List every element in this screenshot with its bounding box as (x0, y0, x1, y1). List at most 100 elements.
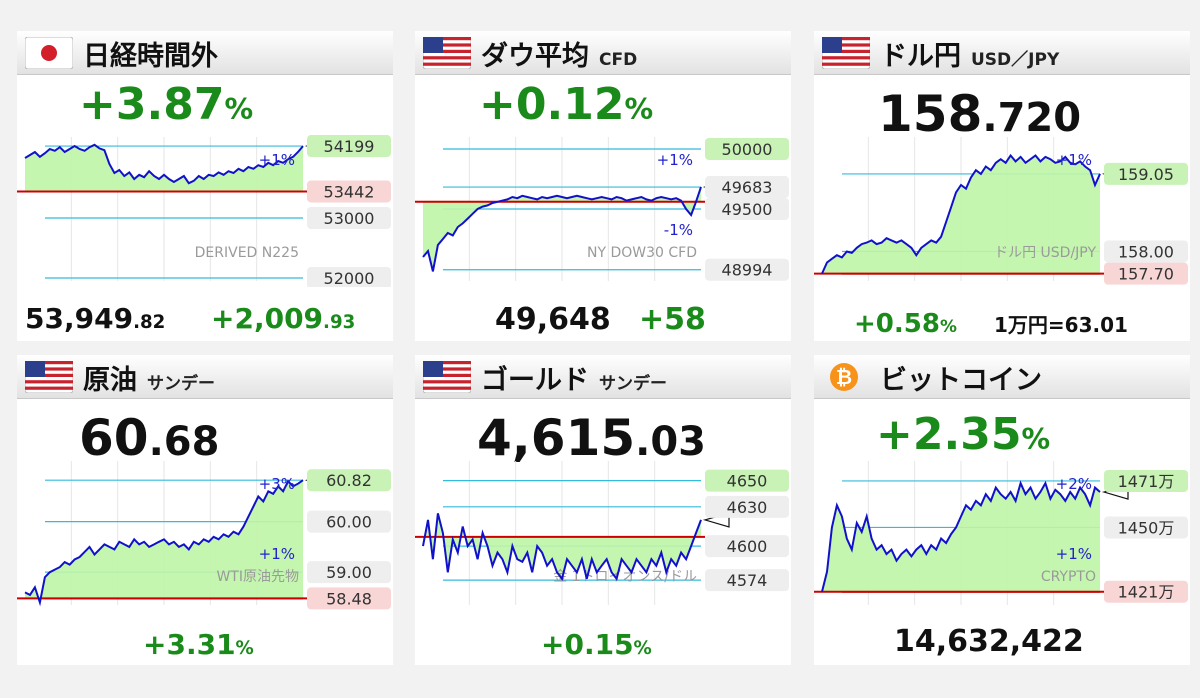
price-label-bg (307, 510, 391, 533)
price-label-bg (1104, 240, 1188, 263)
usa-flag-icon (423, 361, 471, 393)
percent-label: -1% (664, 221, 693, 239)
area-fill (822, 155, 1100, 274)
japan-flag-icon (25, 37, 73, 69)
percent-label: +1% (259, 151, 295, 169)
price-chart: WTI原油先物 60.82 60.00 59.00 58.48 +3% +1% (17, 461, 391, 610)
price-label: 53442 (324, 182, 375, 201)
percent-label: +3% (259, 475, 295, 493)
price-label: 4630 (727, 498, 768, 517)
price-line (821, 480, 1101, 592)
price-label-bg (705, 569, 789, 592)
price-label-bg (705, 469, 789, 492)
card-title: 原油 サンデー (83, 365, 215, 396)
price-chart: 金 1トロイオンス/ドル 4650 4630 4600 4574 (415, 461, 789, 605)
price-label: 4650 (727, 472, 768, 491)
price-label-bg (307, 267, 391, 287)
price-label: 52000 (324, 269, 375, 287)
price-label-bg (307, 135, 391, 158)
usa-flag-icon (423, 37, 471, 69)
price-label: 159.05 (1118, 165, 1174, 184)
percent-label: +1% (657, 151, 693, 169)
price-label: 49500 (722, 200, 773, 219)
price-line (422, 186, 702, 272)
card-nikkei[interactable]: 日経時間外 +3.87% DERIVED N225 54199 53442 53000… (17, 31, 393, 341)
percent-label: +1% (1056, 151, 1092, 169)
card-header: 原油 サンデー (17, 355, 393, 399)
usa-flag-icon (25, 361, 73, 393)
price-line (24, 143, 304, 185)
yen-conversion: 1万円=63.01 (994, 313, 1128, 337)
percent-label: +1% (259, 545, 295, 563)
price-label-bg (307, 469, 391, 492)
price-chart: NY DOW30 CFD 50000 49683 49500 48994 +1% -1% (415, 137, 789, 281)
price-label: 59.00 (326, 563, 372, 582)
price-label-bg (705, 258, 789, 281)
price-label-bg (307, 207, 391, 229)
change-amount: +58 (639, 302, 706, 337)
price-value: 53,949.82 (25, 302, 166, 335)
price-label: 1421万 (1118, 583, 1175, 602)
card-title: 日経時間外 (83, 41, 218, 72)
chart-watermark: CRYPTO (1041, 569, 1096, 585)
price-label: 48994 (722, 261, 773, 280)
main-change-value: +2.35% (876, 409, 1051, 460)
price-label: 157.70 (1118, 265, 1174, 284)
svg-text:₿: ₿ (836, 365, 852, 389)
bitcoin-icon: ₿ (830, 363, 858, 391)
change-percent: +0.58% (854, 309, 957, 339)
change-amount: +2,009.93 (211, 302, 356, 335)
chart-watermark: ドル円 USD/JPY (994, 245, 1096, 261)
price-label-bg (1104, 469, 1188, 492)
card-gold[interactable]: ゴールド サンデー 4,615.03 金 1トロイオンス/ドル 4650 4630 46… (415, 355, 791, 665)
price-label-bg (1104, 580, 1188, 603)
main-change-value: +3.87% (79, 79, 254, 130)
card-title: ダウ平均 CFD (481, 41, 638, 72)
area-fill (822, 483, 1100, 592)
card-dow[interactable]: ダウ平均 CFD +0.12% NY DOW30 CFD 50000 49683 495… (415, 31, 791, 341)
main-price-value: 4,615.03 (477, 409, 707, 467)
chart-watermark: NY DOW30 CFD (587, 245, 697, 261)
price-label-bg (1104, 262, 1188, 285)
card-bitcoin[interactable]: ₿ ビットコイン +2.35% CRYPTO 1471万 1450万 1421万 +2%… (814, 355, 1190, 665)
price-label: 1450万 (1118, 518, 1175, 537)
price-value: 49,648 (495, 302, 611, 337)
percent-label: +2% (1056, 475, 1092, 493)
price-line (821, 153, 1101, 275)
price-label: 60.00 (326, 513, 372, 532)
price-label-bg (705, 138, 789, 160)
price-chart: ドル円 USD/JPY 159.05 158.00 157.70 +1% (814, 137, 1188, 285)
price-label: 1471万 (1118, 472, 1175, 491)
change-percent: +3.31% (143, 628, 254, 661)
usa-flag-icon (822, 37, 870, 69)
price-label-bg (307, 561, 391, 584)
main-price-value: 158.720 (878, 85, 1082, 143)
price-label-bg (307, 587, 391, 610)
price-label-bg (705, 176, 789, 199)
card-oil[interactable]: 原油 サンデー 60.68 WTI原油先物 60.82 60.00 59.00 58.48… (17, 355, 393, 665)
card-header: ドル円 USD／JPY (814, 31, 1190, 75)
price-label: 158.00 (1118, 242, 1174, 261)
chart-watermark: 金 1トロイオンス/ドル (553, 569, 697, 585)
price-label: 53000 (324, 209, 375, 228)
price-line (422, 513, 702, 582)
card-usdjpy[interactable]: ドル円 USD／JPY 158.720 ドル円 USD/JPY 159.05 158.… (814, 31, 1190, 341)
price-label: 49683 (722, 178, 773, 197)
card-title: ドル円 USD／JPY (880, 41, 1060, 72)
change-percent: +0.15% (541, 628, 652, 661)
price-label: 54199 (324, 137, 375, 156)
price-line (24, 479, 304, 607)
price-label: 50000 (722, 140, 773, 159)
price-label: 4574 (727, 571, 768, 590)
area-fill (25, 144, 303, 192)
price-label: 58.48 (326, 589, 372, 608)
price-label-bg (705, 495, 789, 518)
area-fill (25, 480, 303, 603)
price-label: 4600 (727, 537, 768, 556)
main-change-value: +0.12% (479, 79, 654, 130)
price-chart: CRYPTO 1471万 1450万 1421万 +2% +1% (814, 461, 1188, 605)
main-price-value: 60.68 (79, 409, 220, 467)
card-header: 日経時間外 (17, 31, 393, 75)
chart-watermark: DERIVED N225 (195, 245, 299, 261)
price-chart: DERIVED N225 54199 53442 53000 52000 +1% (17, 135, 391, 287)
